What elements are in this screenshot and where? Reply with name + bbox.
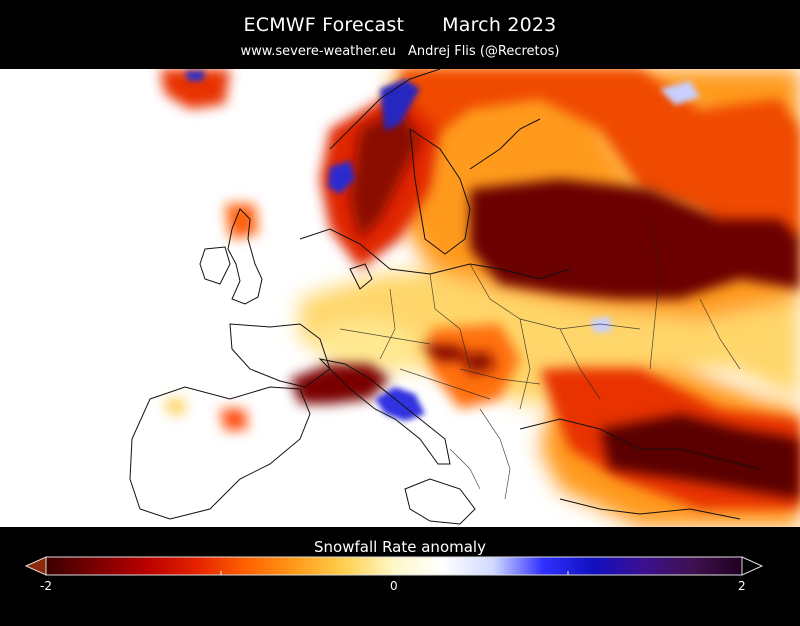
map-svg (0, 69, 800, 527)
colorbar-mid-label: 0 (390, 579, 398, 593)
colorbar-title: Snowfall Rate anomaly (314, 538, 486, 556)
colorbar-min-label: -2 (40, 579, 52, 593)
credit-line: www.severe-weather.eu Andrej Flis (@Recre… (0, 44, 800, 59)
author-credit: Andrej Flis (@Recretos) (408, 44, 560, 59)
colorbar-left-arrow-icon (24, 556, 47, 576)
country-borders (339, 218, 741, 500)
europe-anomaly-map (0, 69, 800, 527)
title-period: March 2023 (442, 14, 557, 36)
colorbar-ticks (220, 571, 569, 575)
title-row: ECMWF Forecast March 2023 (0, 14, 800, 36)
colorbar-right-arrow-icon (741, 556, 764, 576)
strong-negative-field (290, 109, 800, 499)
colorbar-max-label: 2 (738, 579, 746, 593)
colorbar-svg (24, 556, 764, 576)
colorbar-panel: Snowfall Rate anomaly -2 0 2 (0, 527, 800, 626)
title-source: ECMWF Forecast (243, 14, 405, 36)
website-credit: www.severe-weather.eu (240, 44, 397, 59)
header: ECMWF Forecast March 2023 www.severe-weat… (0, 0, 800, 69)
